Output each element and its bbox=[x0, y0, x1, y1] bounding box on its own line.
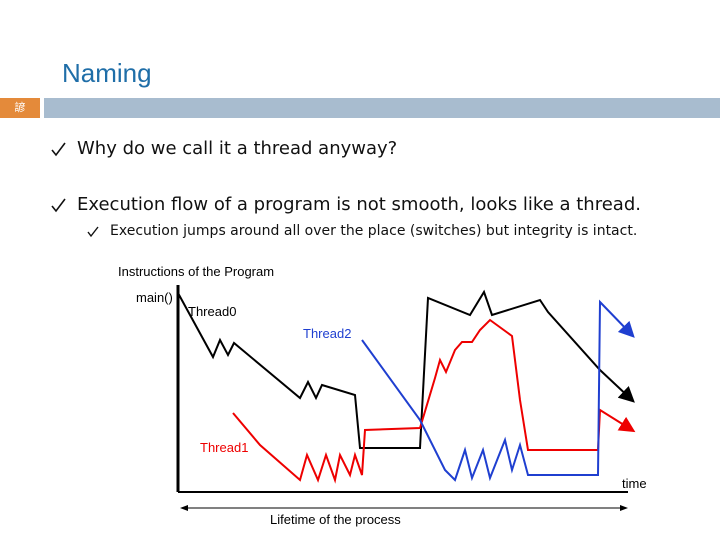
thread2-line bbox=[361, 299, 635, 482]
slide-title: Naming bbox=[62, 58, 152, 88]
diagram-label: main() bbox=[136, 290, 173, 305]
sub-bullet: Execution jumps around all over the plac… bbox=[110, 223, 638, 239]
bullet: Why do we call it a thread anyway? bbox=[77, 138, 398, 159]
bullet: Execution flow of a program is not smoot… bbox=[77, 194, 641, 215]
diagram-label: Lifetime of the process bbox=[270, 512, 401, 527]
diagram-label: time bbox=[622, 476, 647, 491]
thread1-line bbox=[232, 318, 636, 484]
thread0-line bbox=[177, 289, 635, 449]
diagram-label: Instructions of the Program bbox=[118, 264, 274, 279]
check-icon bbox=[51, 198, 66, 213]
thread-label: Thread0 bbox=[188, 304, 236, 319]
thread-label: Thread2 bbox=[303, 326, 351, 341]
thread-label: Thread1 bbox=[200, 440, 248, 455]
title-bar bbox=[44, 98, 720, 118]
check-icon bbox=[51, 142, 66, 157]
slide-number: 諺 bbox=[0, 98, 40, 118]
check-icon bbox=[87, 226, 99, 238]
